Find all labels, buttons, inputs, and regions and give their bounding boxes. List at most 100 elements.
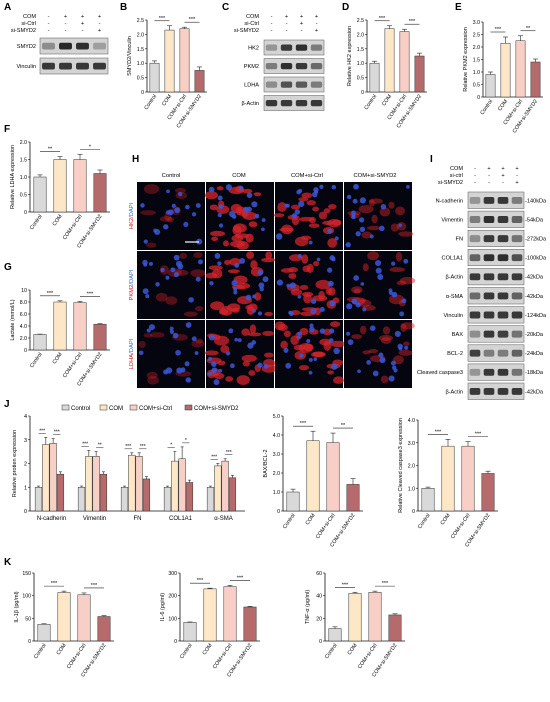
cytoplasm-signal xyxy=(358,205,374,214)
blot-band xyxy=(483,368,495,376)
x-tick-label: COM+si-Ctrl xyxy=(212,643,234,670)
treatment-sign: - xyxy=(65,21,67,27)
blot-band xyxy=(469,349,481,357)
nucleus-dapi xyxy=(294,209,301,215)
nucleus-dapi xyxy=(334,236,339,241)
significance-label: ** xyxy=(341,423,346,429)
y-tick-label: 1.0 xyxy=(137,61,144,67)
blot-band xyxy=(483,349,495,357)
y-tick-label: 8.0 xyxy=(20,300,27,306)
y-tick-label: 2.5 xyxy=(357,18,364,24)
y-tick-label: 3.0 xyxy=(473,20,480,26)
nucleus-dapi xyxy=(166,189,170,194)
nucleus-dapi xyxy=(391,261,396,266)
blot-band xyxy=(511,292,523,300)
nucleus-dapi xyxy=(177,263,184,270)
nucleus-dapi xyxy=(234,337,239,342)
blot-label: Cleaved caspase3 xyxy=(417,370,463,376)
nucleus-dapi xyxy=(353,275,360,281)
cytoplasm-signal xyxy=(332,376,345,384)
nucleus-dapi xyxy=(359,226,366,233)
cytoplasm-signal xyxy=(250,260,258,270)
blot-band xyxy=(469,330,481,338)
treatment-sign: + xyxy=(64,14,67,20)
cytoplasm-signal xyxy=(232,223,247,233)
cytoplasm-signal xyxy=(248,332,262,337)
y-tick-label: 0.5 xyxy=(357,76,364,82)
cytoplasm-signal xyxy=(216,186,224,191)
chart-E: 0 0.5 1.0 1.5 2.0 2.5 3.0 Relative PKM2 express… xyxy=(463,20,543,134)
x-tick-label: COM+si-Ctrl xyxy=(315,513,337,540)
cytoplasm-signal xyxy=(227,269,240,274)
y-tick-label: 1.5 xyxy=(473,58,480,64)
treatment-sign: + xyxy=(300,14,303,20)
blot-strip xyxy=(467,287,525,305)
blot-strip xyxy=(39,37,109,55)
x-tick-label: COM xyxy=(381,94,393,108)
cytoplasm-signal xyxy=(379,207,391,217)
y-tick-label: 0.5 xyxy=(20,193,27,199)
blot-band xyxy=(469,368,481,376)
nucleus-dapi xyxy=(401,298,407,304)
y-tick-label: 4 xyxy=(24,414,27,420)
bar xyxy=(77,487,86,512)
x-tick-label: COM xyxy=(52,214,64,228)
blot-strip xyxy=(467,344,525,362)
y-axis-label: Relative Cleaved caspase3 expression xyxy=(398,418,404,513)
nucleus-dapi xyxy=(218,204,224,210)
treatment-sign: + xyxy=(501,166,504,172)
nucleus-dapi xyxy=(165,210,171,215)
chart-D: 0 0.5 1.0 1.5 2.0 2.5 Relative HK2 expression C… xyxy=(347,16,427,129)
blot-size-label: -42kDa xyxy=(525,389,544,395)
treatment-sign: - xyxy=(48,28,50,34)
blot-band xyxy=(295,81,308,88)
panel-letter-D: D xyxy=(342,2,349,13)
nucleus-dapi xyxy=(163,369,169,375)
nucleus-dapi xyxy=(142,288,149,295)
x-tick-label: Control xyxy=(363,94,378,111)
blot-band xyxy=(483,235,495,243)
y-tick-label: 3 xyxy=(24,438,27,444)
if-column-label: COM xyxy=(232,173,246,179)
nucleus-dapi xyxy=(393,368,398,373)
x-tick-label: Control xyxy=(29,352,44,369)
blot-size-label: -124kDa xyxy=(525,313,547,319)
blot-band xyxy=(265,81,278,88)
x-tick-label: Control xyxy=(179,643,194,660)
nucleus-dapi xyxy=(209,281,214,286)
x-tick-label: N-cadherin xyxy=(37,516,66,522)
y-tick-label: 2.5 xyxy=(473,33,480,39)
nucleus-dapi xyxy=(208,371,213,377)
x-tick-label: COM xyxy=(347,643,359,657)
cytoplasm-signal xyxy=(393,355,404,365)
nucleus-dapi xyxy=(208,334,215,341)
y-axis-label: Relative LDHA expression xyxy=(10,145,16,209)
nucleus-dapi xyxy=(276,279,284,286)
cytoplasm-signal xyxy=(399,276,416,285)
treatment-sign: - xyxy=(65,28,67,34)
blot-strip xyxy=(467,210,525,228)
significance-label: * xyxy=(170,443,172,449)
nucleus-dapi xyxy=(289,282,297,289)
cytoplasm-signal xyxy=(395,252,403,262)
cytoplasm-signal xyxy=(209,204,218,211)
y-tick-label: 4.0 xyxy=(408,418,415,424)
nucleus-dapi xyxy=(233,286,238,292)
blot-band xyxy=(483,311,495,319)
nucleus-dapi xyxy=(309,323,314,328)
cytoplasm-signal xyxy=(213,335,230,346)
treatment-sign: - xyxy=(99,21,101,27)
bar xyxy=(194,70,205,93)
nucleus-dapi xyxy=(208,356,213,361)
nucleus-dapi xyxy=(198,259,203,265)
nucleus-dapi xyxy=(296,335,301,340)
bar xyxy=(228,477,237,512)
nucleus-dapi xyxy=(299,353,304,358)
cytoplasm-signal xyxy=(359,325,367,335)
treatment-sign: - xyxy=(488,180,490,186)
nucleus-dapi xyxy=(327,280,334,287)
nucleus-dapi xyxy=(171,203,176,208)
nucleus-dapi xyxy=(346,331,351,336)
bar xyxy=(56,473,65,512)
bar xyxy=(481,473,495,512)
